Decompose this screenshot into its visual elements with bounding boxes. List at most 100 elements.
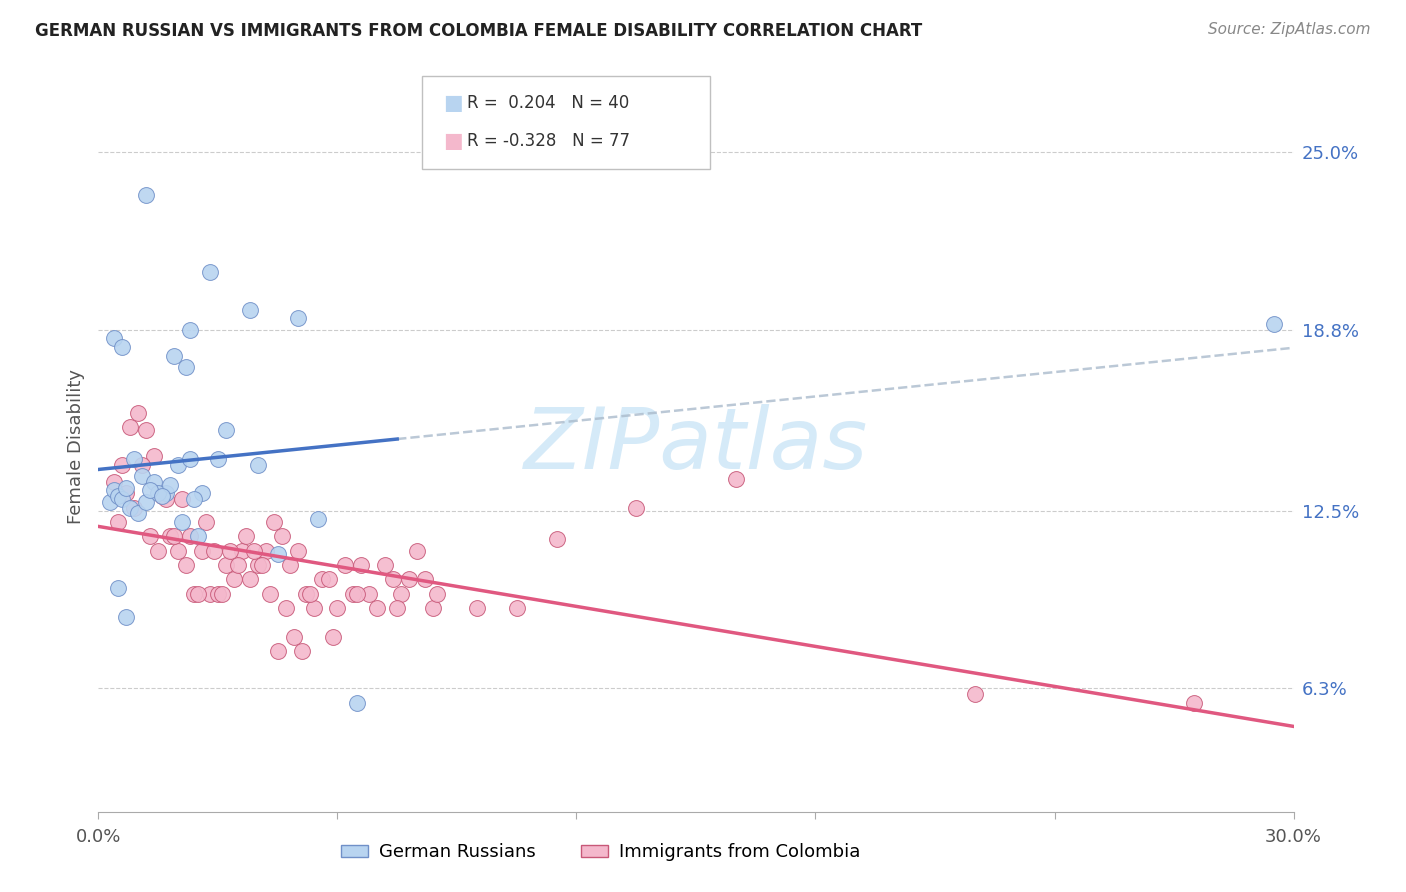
- Point: [207, 587, 229, 601]
- Point: [243, 543, 266, 558]
- Point: [506, 601, 529, 615]
- Point: [267, 644, 290, 658]
- Point: [143, 449, 166, 463]
- Point: [322, 630, 344, 644]
- Point: [174, 558, 197, 572]
- Point: [406, 543, 429, 558]
- Point: [131, 458, 153, 472]
- Point: [107, 581, 129, 595]
- Point: [1182, 696, 1205, 710]
- Point: [294, 587, 316, 601]
- Point: [359, 587, 381, 601]
- Legend: German Russians, Immigrants from Colombia: German Russians, Immigrants from Colombi…: [333, 836, 868, 869]
- Point: [107, 515, 129, 529]
- Point: [163, 349, 186, 363]
- Point: [350, 558, 373, 572]
- Point: [254, 543, 277, 558]
- Point: [172, 515, 194, 529]
- Point: [150, 489, 173, 503]
- Point: [283, 630, 305, 644]
- Point: [135, 495, 157, 509]
- Point: [546, 533, 568, 547]
- Point: [239, 573, 262, 587]
- Point: [179, 451, 201, 466]
- Text: R = -0.328   N = 77: R = -0.328 N = 77: [467, 132, 630, 150]
- Point: [250, 558, 273, 572]
- Point: [215, 423, 238, 437]
- Point: [346, 587, 368, 601]
- Point: [172, 491, 194, 506]
- Point: [120, 500, 142, 515]
- Point: [335, 558, 357, 572]
- Text: ■: ■: [443, 93, 463, 112]
- Y-axis label: Female Disability: Female Disability: [66, 368, 84, 524]
- Point: [143, 475, 166, 489]
- Point: [311, 573, 333, 587]
- Point: [263, 515, 285, 529]
- Point: [174, 360, 197, 375]
- Point: [626, 500, 648, 515]
- Text: GERMAN RUSSIAN VS IMMIGRANTS FROM COLOMBIA FEMALE DISABILITY CORRELATION CHART: GERMAN RUSSIAN VS IMMIGRANTS FROM COLOMB…: [35, 22, 922, 40]
- Point: [127, 406, 149, 420]
- Point: [259, 587, 281, 601]
- Point: [382, 573, 405, 587]
- Point: [246, 558, 269, 572]
- Point: [198, 265, 221, 279]
- Point: [148, 543, 170, 558]
- Point: [246, 458, 269, 472]
- Point: [191, 486, 214, 500]
- Point: [239, 302, 262, 317]
- Point: [724, 472, 747, 486]
- Point: [124, 451, 146, 466]
- Point: [127, 507, 149, 521]
- Point: [366, 601, 388, 615]
- Point: [398, 573, 420, 587]
- Point: [202, 543, 225, 558]
- Point: [413, 573, 436, 587]
- Point: [103, 331, 125, 345]
- Point: [318, 573, 340, 587]
- Point: [298, 587, 321, 601]
- Point: [98, 495, 122, 509]
- Point: [235, 529, 257, 543]
- Point: [167, 543, 190, 558]
- Point: [155, 491, 177, 506]
- Point: [179, 323, 201, 337]
- Point: [291, 644, 314, 658]
- Point: [115, 481, 138, 495]
- Text: ZIPatlas: ZIPatlas: [524, 404, 868, 488]
- Point: [139, 529, 162, 543]
- Point: [465, 601, 488, 615]
- Point: [219, 543, 242, 558]
- Point: [426, 587, 449, 601]
- Point: [287, 311, 309, 326]
- Point: [326, 601, 349, 615]
- Point: [183, 587, 205, 601]
- Point: [124, 500, 146, 515]
- Point: [135, 423, 157, 437]
- Point: [115, 486, 138, 500]
- Point: [307, 512, 329, 526]
- Point: [342, 587, 364, 601]
- Point: [270, 529, 292, 543]
- Point: [187, 529, 209, 543]
- Point: [187, 587, 209, 601]
- Point: [148, 486, 170, 500]
- Point: [167, 458, 190, 472]
- Point: [159, 477, 181, 491]
- Point: [385, 601, 409, 615]
- Point: [222, 573, 245, 587]
- Point: [195, 515, 218, 529]
- Point: [1263, 317, 1285, 331]
- Point: [215, 558, 238, 572]
- Point: [211, 587, 233, 601]
- Point: [198, 587, 221, 601]
- Point: [389, 587, 412, 601]
- Point: [179, 529, 201, 543]
- Point: [374, 558, 396, 572]
- Point: [155, 486, 177, 500]
- Point: [111, 491, 134, 506]
- Point: [346, 696, 368, 710]
- Point: [287, 543, 309, 558]
- Point: [422, 601, 444, 615]
